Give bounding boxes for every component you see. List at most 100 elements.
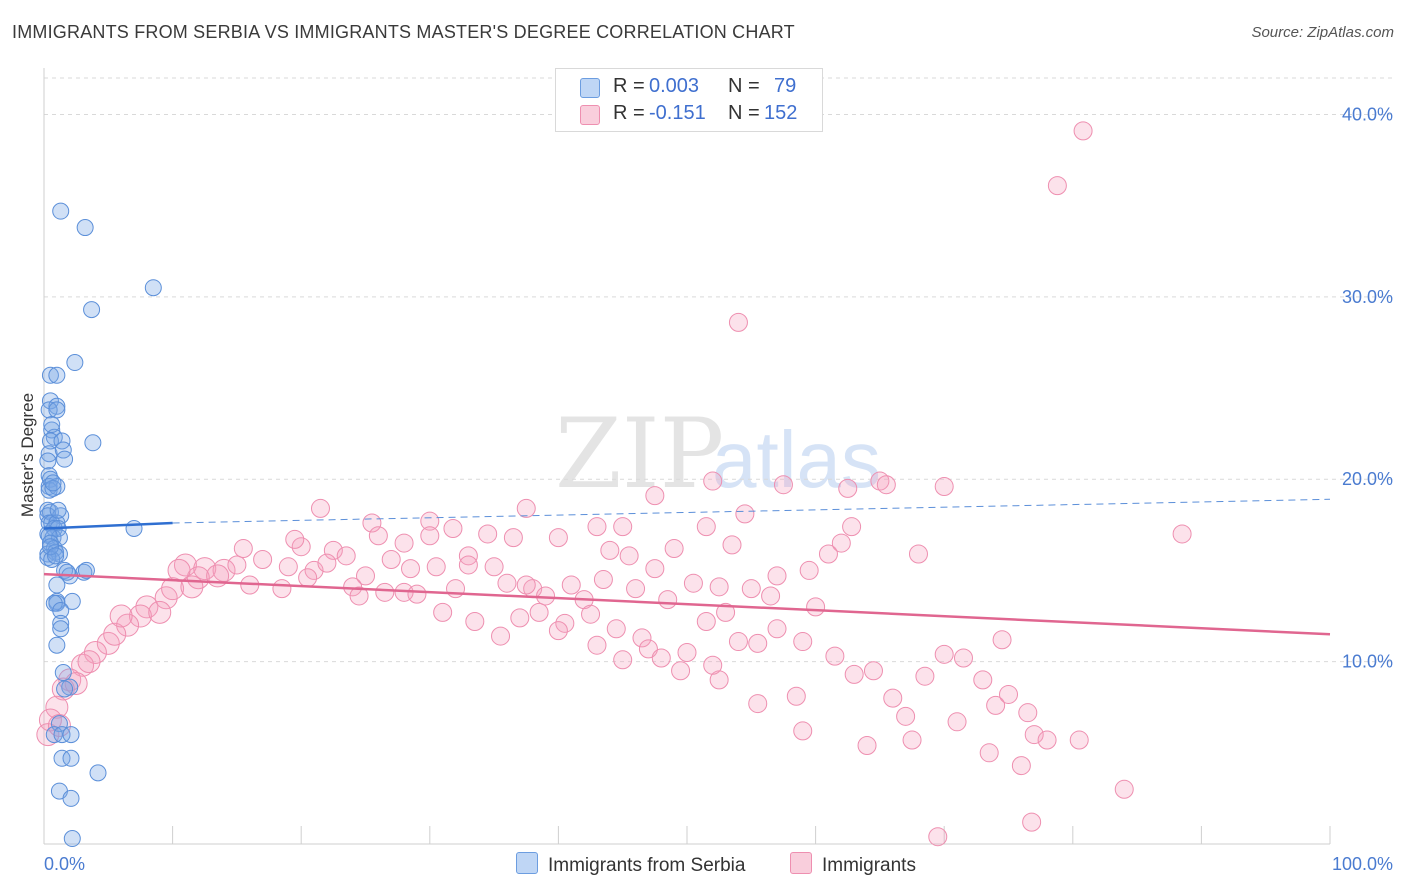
immigrants-point	[253, 549, 273, 569]
immigrants-point	[613, 650, 633, 670]
watermark-atlas: atlas	[712, 415, 881, 504]
serbia-point	[63, 592, 81, 610]
immigrants-point	[51, 677, 75, 701]
immigrants-point	[626, 579, 646, 599]
immigrants-point	[638, 639, 658, 659]
immigrants-point	[748, 694, 768, 714]
serbia-point	[54, 441, 72, 459]
serbia-point	[62, 726, 80, 744]
immigrants-point	[806, 597, 826, 617]
immigrants-point	[1037, 730, 1057, 750]
immigrants-point	[478, 524, 498, 544]
immigrants-point	[953, 648, 973, 668]
serbia-point	[56, 680, 74, 698]
immigrants-point	[1073, 121, 1093, 141]
serbia-point	[52, 602, 70, 620]
immigrants-point	[323, 540, 343, 560]
serbia-point	[47, 547, 65, 565]
immigrants-point	[298, 568, 318, 588]
serbia-point	[45, 594, 63, 612]
y-tick-label: 10.0%	[1342, 652, 1393, 672]
immigrants-point	[645, 486, 665, 506]
immigrants-point	[278, 557, 298, 577]
immigrants-point	[349, 586, 369, 606]
immigrants-point	[291, 537, 311, 557]
immigrants-point	[1114, 779, 1134, 799]
bottom-legend-immigrants: Immigrants	[790, 852, 916, 877]
immigrants-point	[1024, 725, 1044, 745]
gridlines	[44, 77, 1392, 663]
immigrants-point	[233, 539, 253, 559]
immigrants-point	[992, 630, 1012, 650]
legend-n-label: N =	[728, 102, 760, 124]
immigrants-point	[683, 573, 703, 593]
serbia-point	[53, 726, 71, 744]
immigrants-point	[934, 477, 954, 497]
immigrants-point	[426, 557, 446, 577]
immigrants-point	[902, 730, 922, 750]
serbia-point	[52, 620, 70, 638]
serbia-trend-dashed	[172, 498, 1331, 524]
immigrants-point	[915, 666, 935, 686]
immigrants-point	[928, 827, 948, 847]
immigrants-point	[317, 553, 337, 573]
bottom-legend-label-immigrants: Immigrants	[822, 855, 916, 876]
chart-title: IMMIGRANTS FROM SERBIA VS IMMIGRANTS MAS…	[12, 22, 795, 42]
immigrants-point	[825, 646, 845, 666]
immigrants-point	[310, 498, 330, 518]
y-axis-label: Master's Degree	[18, 393, 37, 517]
x-tick-label: 100.0%	[1332, 854, 1393, 874]
immigrants-point	[728, 632, 748, 652]
immigrants-point	[433, 602, 453, 622]
immigrants-trend-line	[43, 572, 1331, 636]
immigrants-point	[600, 540, 620, 560]
immigrants-point	[516, 575, 536, 595]
serbia-point	[39, 501, 57, 519]
serbia-point	[58, 563, 76, 581]
immigrants-point	[1022, 812, 1042, 832]
immigrants-point	[227, 555, 247, 575]
y-tick-label: 30.0%	[1342, 287, 1393, 307]
trend-lines	[43, 498, 1331, 636]
immigrants-point	[651, 648, 671, 668]
legend-row-immigrants: R = -0.151 N = 152	[556, 102, 822, 128]
immigrants-point	[696, 517, 716, 537]
tick-labels: 10.0% 20.0% 30.0% 40.0% 0.0% 100.0%	[44, 104, 1393, 874]
immigrants-point	[375, 582, 395, 602]
immigrants-point	[728, 312, 748, 332]
serbia-point	[76, 219, 94, 237]
immigrants-point	[529, 602, 549, 622]
serbia-point	[48, 366, 66, 384]
legend-r-label: R =	[613, 75, 645, 97]
immigrants-point	[870, 471, 890, 491]
immigrants-point	[619, 546, 639, 566]
serbia-point	[56, 450, 74, 468]
serbia-point	[125, 519, 143, 537]
bottom-legend-serbia: Immigrants from Serbia	[516, 852, 745, 877]
immigrants-point	[986, 695, 1006, 715]
legend-swatch-immigrants	[580, 105, 600, 125]
immigrants-point	[356, 566, 375, 586]
immigrants-point	[148, 600, 172, 624]
immigrants-point	[497, 573, 517, 593]
immigrants-point	[735, 504, 755, 524]
immigrants-point	[503, 528, 523, 548]
serbia-point	[48, 397, 66, 415]
immigrants-point	[632, 628, 652, 648]
immigrants-point	[593, 570, 613, 590]
serbia-trend-solid	[43, 521, 173, 530]
serbia-point	[48, 576, 66, 594]
y-tick-label: 20.0%	[1342, 469, 1393, 489]
immigrants-point	[548, 528, 568, 548]
immigrants-point	[703, 471, 723, 491]
immigrants-point	[799, 560, 819, 580]
immigrants-point	[645, 559, 665, 579]
immigrants-point	[896, 706, 916, 726]
immigrants-point	[1069, 730, 1089, 750]
serbia-point	[52, 202, 70, 220]
immigrants-point	[786, 686, 806, 706]
immigrants-point	[973, 670, 993, 690]
immigrants-point	[548, 621, 568, 641]
correlation-legend: R = 0.003 N = 79 R = -0.151 N = 152	[555, 68, 823, 132]
